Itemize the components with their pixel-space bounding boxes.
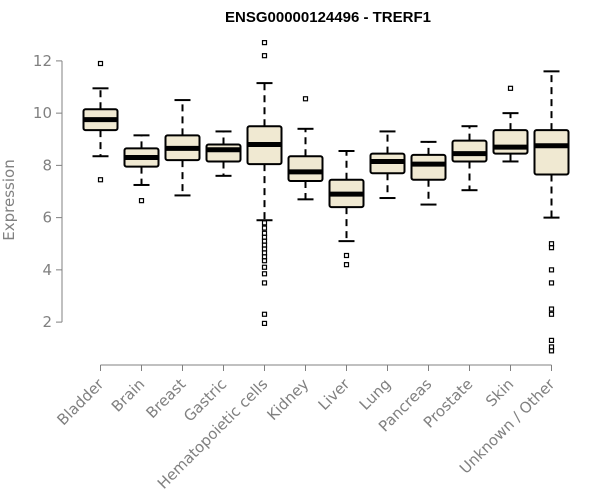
y-tick-label: 12	[33, 52, 52, 70]
x-tick-label: Skin	[482, 375, 517, 410]
y-tick-label: 8	[42, 156, 52, 174]
outlier-point	[97, 177, 104, 183]
outlier-point	[548, 245, 555, 251]
outlier-point	[138, 198, 145, 204]
y-axis: 2 4 6 8 10 12	[33, 52, 63, 331]
y-axis-label: Expression	[0, 159, 18, 240]
iqr-box	[533, 129, 570, 176]
outlier-point	[343, 262, 350, 268]
outlier-point	[548, 311, 555, 317]
box-lung	[369, 130, 406, 200]
box-series	[82, 40, 570, 354]
iqr-box	[410, 153, 447, 181]
box-gastric	[205, 130, 242, 177]
outlier-point	[261, 280, 268, 286]
outlier-point	[261, 220, 268, 226]
outlier-point	[261, 40, 268, 46]
outlier-point	[261, 225, 268, 231]
iqr-box	[451, 139, 488, 163]
outlier-point	[548, 348, 555, 354]
outlier-point	[343, 252, 350, 259]
outlier-point	[261, 264, 268, 270]
y-tick-label: 6	[42, 209, 52, 227]
outlier-point	[507, 85, 514, 91]
chart-title: ENSG00000124496 - TRERF1	[225, 9, 431, 26]
box-hematopoietic-cells	[246, 40, 283, 327]
y-tick-label: 4	[42, 261, 52, 279]
box-bladder	[82, 60, 119, 183]
box-prostate	[451, 125, 488, 192]
box-pancreas	[410, 140, 447, 206]
box-liver	[328, 150, 365, 268]
outlier-point	[261, 271, 268, 277]
outlier-point	[261, 311, 268, 317]
x-tick-label: Liver	[315, 375, 354, 414]
x-tick-label: Bladder	[54, 375, 108, 429]
outlier-point	[548, 267, 555, 273]
outlier-point	[548, 280, 555, 286]
outlier-point	[97, 60, 104, 67]
box-skin	[492, 85, 529, 163]
outlier-point	[302, 96, 309, 102]
outlier-point	[548, 306, 555, 312]
iqr-box	[205, 143, 242, 163]
box-kidney	[287, 96, 324, 201]
outlier-point	[261, 320, 268, 327]
iqr-box	[492, 129, 529, 155]
outlier-point	[548, 337, 555, 343]
x-tick-label: Kidney	[263, 375, 312, 424]
box-brain	[123, 134, 160, 204]
box-unknown-other	[533, 70, 570, 354]
outlier-point	[261, 53, 268, 59]
iqr-box	[287, 155, 324, 183]
box-breast	[164, 99, 201, 197]
outlier-point	[261, 258, 268, 264]
y-tick-label: 2	[42, 313, 52, 331]
y-tick-label: 10	[33, 104, 52, 122]
